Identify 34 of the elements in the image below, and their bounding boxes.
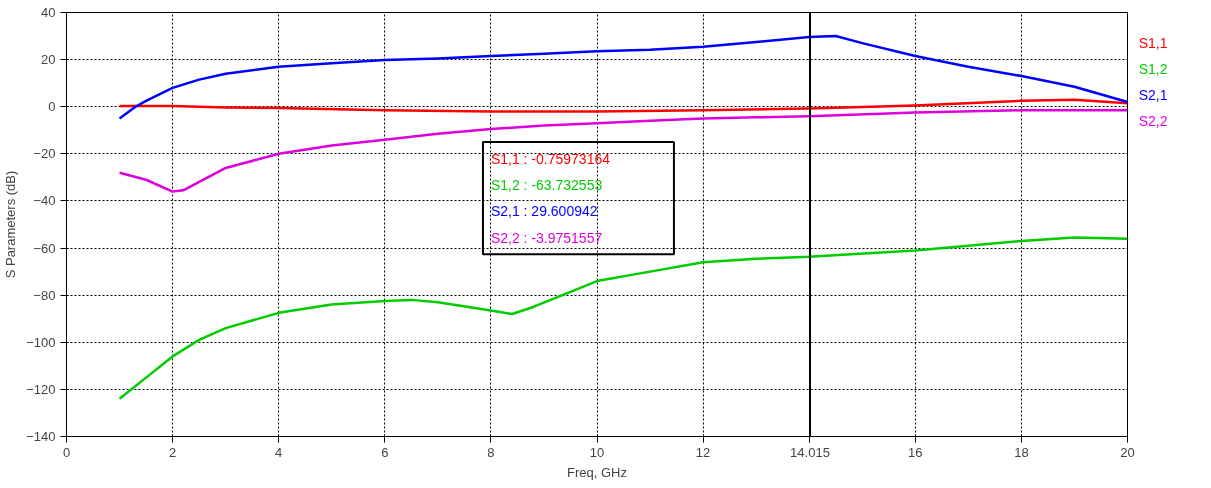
y-tick-label: −100 xyxy=(26,334,56,350)
y-tick-label: 0 xyxy=(48,99,56,115)
y-axis-title: S Parameters (dB) xyxy=(3,170,19,279)
y-tick-label: −40 xyxy=(33,193,56,209)
line-series xyxy=(118,34,1128,120)
series-label: S2,2 xyxy=(1138,112,1168,129)
x-tick-label: 20 xyxy=(1120,444,1135,460)
y-tick-label: 20 xyxy=(41,52,56,68)
y-tick-label: −80 xyxy=(33,287,56,303)
line-series xyxy=(118,98,1128,113)
ref-line-label: 14.015 xyxy=(790,444,830,460)
text: S1,1 xyxy=(1138,34,1168,51)
x-tick-label: 6 xyxy=(381,444,389,460)
x-tick-label: 2 xyxy=(168,444,177,460)
y-tick-label: −120 xyxy=(26,381,56,397)
y-tick-label: 40 xyxy=(41,5,56,20)
series-label: S2,1 xyxy=(1138,86,1168,103)
x-tick-label: 0 xyxy=(62,444,71,460)
x-tick-label: 4 xyxy=(275,444,283,460)
line-series xyxy=(118,109,1128,193)
annotation: S2,1 : 29.600942 xyxy=(490,203,598,220)
x-tick-label: 10 xyxy=(589,444,605,460)
x-axis-title: Freq, GHz xyxy=(567,464,627,480)
y-tick-label: −140 xyxy=(26,429,56,444)
x-tick-label: 16 xyxy=(908,444,923,460)
annotation: S1,2 : -63.732553 xyxy=(490,176,603,193)
text: S1,2 xyxy=(1138,60,1168,77)
x-tick-label: 12 xyxy=(695,444,711,460)
annotation: S2,2 : -3.9751557 xyxy=(490,229,603,246)
y-tick-label: −20 xyxy=(33,146,56,162)
x-tick-label: 8 xyxy=(487,444,495,460)
y-tick-label: −60 xyxy=(33,240,56,256)
x-tick-label: 18 xyxy=(1014,444,1029,460)
annotation: S1,1 : -0.75973164 xyxy=(490,150,611,167)
